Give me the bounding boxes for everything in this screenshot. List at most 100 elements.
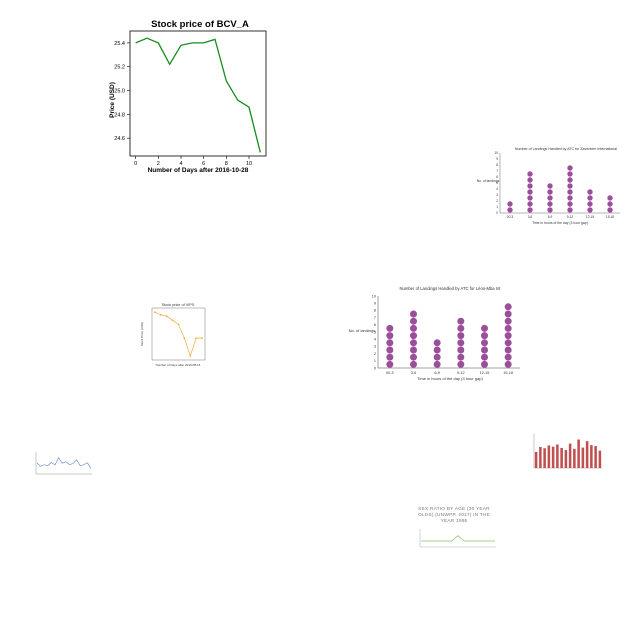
- landing-dot: [504, 346, 512, 354]
- data-point: [183, 337, 186, 340]
- x-tick-label: 0: [134, 161, 137, 167]
- y-tick-label: 5: [496, 181, 498, 185]
- y-tick-label: 6: [374, 323, 376, 327]
- landing-dot: [481, 360, 488, 368]
- y-axis-label: Price (USD): [109, 82, 116, 118]
- landing-dot: [410, 353, 417, 361]
- landing-dot: [457, 317, 465, 325]
- x-tick-label: 12-15: [586, 215, 594, 219]
- landing-dot: [457, 346, 465, 354]
- x-tick-label: 9-12: [567, 215, 574, 219]
- bar: [543, 448, 546, 468]
- landing-dot: [433, 353, 441, 361]
- y-tick-label: 3: [496, 193, 498, 197]
- landing-dot: [527, 183, 533, 189]
- landing-dot: [457, 324, 465, 332]
- landing-dot: [504, 339, 512, 347]
- chart-title: SEX RATIO BY AGE (30 YEAR OLDS) (UNWPP, …: [418, 507, 490, 525]
- plot-frame: [129, 30, 267, 157]
- landing-dot: [507, 207, 513, 213]
- data-point: [171, 319, 174, 322]
- data-point: [201, 337, 203, 340]
- bar: [568, 443, 572, 468]
- landing-dot: [386, 324, 394, 332]
- chart-zaventem-landings: Number of Landings Handled by ATC for Za…: [476, 142, 628, 230]
- x-axis-label: Time in hours of the day (3 hour gap): [532, 221, 588, 225]
- x-tick-label: 9-12: [457, 371, 465, 375]
- bar: [564, 450, 568, 468]
- bar: [590, 445, 593, 468]
- chart-zaventem-svg: Number of Landings Handled by ATC for Za…: [477, 147, 620, 225]
- landing-dot: [481, 346, 488, 354]
- x-tick-label: 6: [202, 161, 205, 167]
- landing-dot: [567, 201, 573, 207]
- landing-dot: [507, 201, 513, 207]
- x-axis-label: Number of Days after 2016-10-28: [148, 167, 249, 174]
- chart-bcv-a-svg: Stock price of BCV_A Number of Days afte…: [109, 19, 267, 174]
- x-tick-label: 2: [157, 161, 160, 167]
- landing-dot: [587, 195, 593, 201]
- landing-dot: [481, 324, 488, 332]
- landing-dot: [504, 324, 512, 332]
- bar: [534, 451, 538, 468]
- y-tick-label: 3: [374, 345, 376, 349]
- y-tick-label: 25.4: [114, 41, 125, 47]
- series-line: [135, 37, 261, 153]
- y-tick-label: 0: [496, 211, 498, 215]
- chart-small-red-bars: [522, 426, 606, 476]
- landing-dot: [567, 171, 573, 177]
- x-tick-label: 00-3: [507, 215, 514, 219]
- landing-dot: [410, 346, 417, 354]
- chart-vips-svg: Stock price of VIPS Number of Days after…: [140, 303, 206, 367]
- bar: [551, 446, 555, 468]
- landing-dot: [547, 189, 553, 195]
- x-tick-label: 8: [225, 161, 228, 167]
- chart-small-blue-line: [26, 446, 96, 490]
- landing-dot: [433, 339, 441, 347]
- y-tick-label: 6: [496, 175, 498, 179]
- chart-leon-mba-landings: Number of Landings Handled by ATC for Lé…: [349, 282, 530, 386]
- landing-dot: [567, 183, 573, 189]
- data-point: [154, 311, 156, 314]
- landing-dot: [567, 207, 573, 213]
- y-axis-label: No. of landings: [477, 179, 500, 183]
- landing-dot: [527, 171, 533, 177]
- landing-dot: [547, 207, 553, 213]
- landing-dot: [587, 201, 593, 207]
- landing-dot: [567, 165, 573, 171]
- y-tick-label: 10: [494, 151, 498, 155]
- landing-dot: [607, 207, 613, 213]
- y-tick-label: 4: [374, 338, 376, 342]
- bar: [573, 448, 576, 468]
- data-point: [159, 313, 162, 316]
- x-axis-label: Number of Days after 2016-08-15: [156, 363, 201, 367]
- landing-dot: [567, 195, 573, 201]
- y-tick-label: 7: [496, 169, 498, 173]
- bar: [556, 444, 559, 468]
- y-tick-label: 2: [496, 199, 498, 203]
- x-tick-label: 6-9: [434, 371, 440, 375]
- landing-dot: [527, 195, 533, 201]
- y-tick-label: 1: [496, 205, 498, 209]
- chart-leon-mba-svg: Number of Landings Handled by ATC for Lé…: [349, 286, 520, 381]
- landing-dot: [504, 310, 512, 318]
- landing-dot: [527, 207, 533, 213]
- landing-dot: [504, 360, 512, 368]
- landing-dot: [386, 360, 394, 368]
- bar: [547, 445, 551, 468]
- x-tick-label: 15-18: [503, 371, 513, 375]
- chart-small-blue-svg: [35, 452, 92, 475]
- y-tick-label: 25.0: [114, 89, 125, 95]
- y-tick-label: 2: [374, 352, 376, 356]
- landing-dot: [410, 310, 417, 318]
- landing-dot: [433, 360, 441, 368]
- landing-dot: [504, 303, 512, 311]
- landing-dot: [504, 353, 512, 361]
- landing-dot: [567, 177, 573, 183]
- landing-dot: [433, 346, 441, 354]
- landing-dot: [410, 324, 417, 332]
- landing-dot: [457, 353, 465, 361]
- landing-dot: [527, 177, 533, 183]
- landing-dot: [386, 346, 394, 354]
- y-tick-label: 9: [496, 157, 498, 161]
